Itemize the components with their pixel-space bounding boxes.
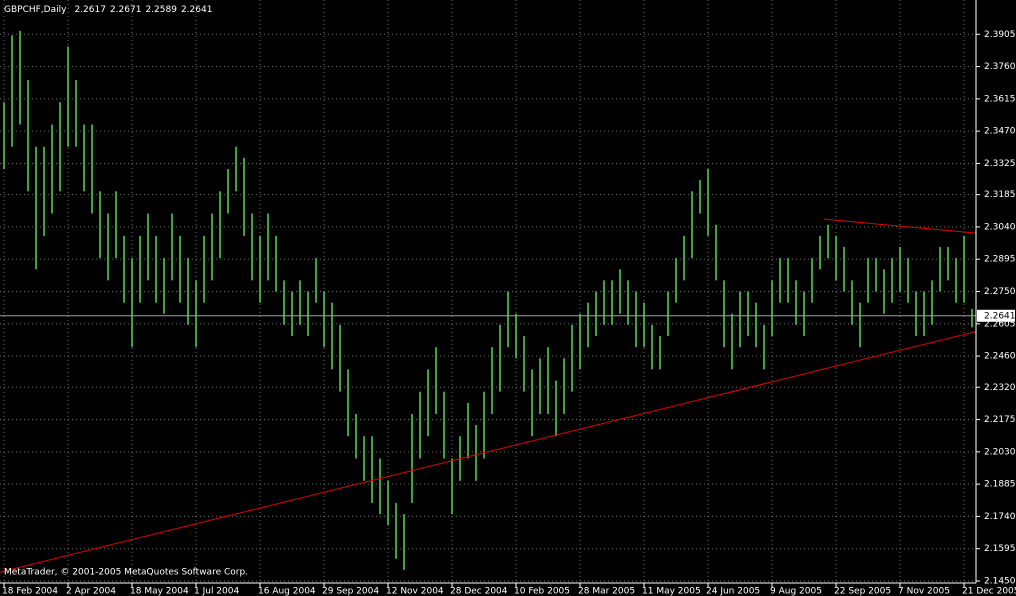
- y-tick-label: 2.2750: [984, 287, 1016, 297]
- header-value: 2.2641: [181, 5, 213, 15]
- x-tick-label: 2 Apr 2004: [66, 587, 116, 596]
- y-tick-label: 2.1450: [984, 576, 1016, 586]
- x-tick-label: 18 May 2004: [130, 587, 189, 596]
- y-tick-label: 2.3760: [984, 62, 1016, 72]
- y-tick-label: 2.2895: [984, 255, 1016, 265]
- y-tick-label: 2.2320: [984, 383, 1016, 393]
- symbol: GBPCHF,Daily: [4, 5, 67, 15]
- y-tick-label: 2.3325: [984, 159, 1016, 169]
- y-tick-label: 2.1885: [984, 480, 1016, 490]
- y-tick-label: 2.3905: [984, 30, 1016, 40]
- x-tick-label: 12 Nov 2004: [386, 587, 444, 596]
- chart-header: GBPCHF,Daily 2.2617 2.2671 2.2589 2.2641: [4, 5, 212, 15]
- x-tick-label: 28 Dec 2004: [450, 587, 508, 596]
- y-tick-label: 2.2175: [984, 415, 1016, 425]
- x-tick-label: 10 Feb 2005: [514, 587, 570, 596]
- overlay: [0, 218, 977, 573]
- current-price-box: [977, 309, 1015, 322]
- y-tick-label: 2.2605: [984, 319, 1016, 329]
- x-tick-label: 11 May 2005: [642, 587, 701, 596]
- x-tick-label: 7 Nov 2005: [898, 587, 950, 596]
- grid: [0, 0, 976, 583]
- y-tick-label: 2.1740: [984, 512, 1016, 522]
- price-bars: [3, 30, 973, 570]
- y-tick-label: 2.2460: [984, 352, 1016, 362]
- trendline: [0, 331, 977, 573]
- y-tick-label: 2.3185: [984, 190, 1016, 200]
- header-value: 2.2671: [110, 5, 142, 15]
- x-tick-label: 22 Sep 2005: [834, 587, 891, 596]
- x-tick-label: 24 Jun 2005: [706, 587, 760, 596]
- y-tick-label: 2.1595: [984, 544, 1016, 554]
- axes: 2.3905 2.3760 2.3615 2.3470 2.3325 2.3185 2.30…: [2, 30, 1016, 596]
- header-value: 2.2589: [145, 5, 177, 15]
- x-tick-label: 28 Mar 2005: [578, 587, 635, 596]
- trendline: [823, 218, 977, 234]
- x-tick-label: 9 Aug 2005: [770, 587, 822, 596]
- header-value: 2.2617: [74, 5, 106, 15]
- x-tick-label: 18 Feb 2004: [2, 587, 58, 596]
- x-tick-label: 16 Aug 2004: [258, 587, 316, 596]
- y-tick-label: 2.2030: [984, 447, 1016, 457]
- current-price-label: 2.2641: [984, 311, 1016, 321]
- x-tick-label: 29 Sep 2004: [322, 587, 379, 596]
- y-tick-label: 2.3615: [984, 94, 1016, 104]
- x-tick-label: 21 Dec 2005: [962, 587, 1016, 596]
- x-tick-label: 1 Jul 2004: [194, 587, 239, 596]
- y-tick-label: 2.3040: [984, 222, 1016, 232]
- copyright: MetaTrader, © 2001-2005 MetaQuotes Softw…: [4, 568, 248, 578]
- y-tick-label: 2.3470: [984, 127, 1016, 137]
